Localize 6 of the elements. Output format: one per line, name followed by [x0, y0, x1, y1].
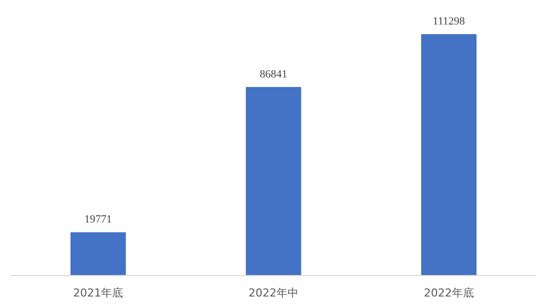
x-tick-label: 2021年底: [73, 286, 124, 300]
data-label: 19771: [84, 214, 112, 226]
data-label: 111298: [432, 16, 466, 28]
data-label: 86841: [260, 68, 288, 81]
x-tick-label: 2022年底: [424, 286, 474, 300]
x-tick-label: 2022年中: [248, 286, 299, 300]
